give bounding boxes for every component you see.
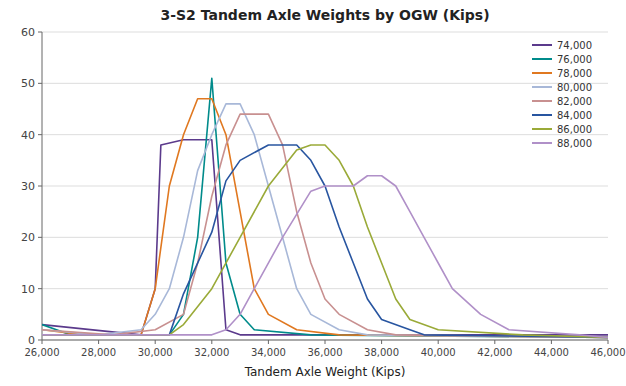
legend-label: 88,000 — [557, 138, 592, 149]
x-tick — [155, 340, 156, 344]
y-tick-label: 60 — [21, 26, 35, 39]
series-line — [42, 145, 608, 338]
series-line — [42, 140, 608, 335]
legend-swatch — [532, 114, 552, 116]
x-tick-label: 28,000 — [81, 347, 116, 358]
x-tick-label: 30,000 — [138, 347, 173, 358]
y-tick-label: 10 — [21, 283, 35, 296]
series-line — [42, 104, 608, 338]
x-tick — [381, 340, 382, 344]
y-tick-label: 50 — [21, 77, 35, 90]
y-axis — [42, 32, 43, 340]
grid-line — [42, 83, 608, 84]
grid-line — [42, 237, 608, 238]
series-line — [42, 78, 608, 337]
x-tick-label: 36,000 — [308, 347, 343, 358]
series-line — [42, 145, 608, 338]
y-tick — [38, 134, 42, 135]
y-tick-label: 30 — [21, 180, 35, 193]
legend-swatch — [532, 100, 552, 102]
grid-line — [42, 32, 608, 33]
axes: 0 10 20 30 40 50 60 26,000 28,000 30,000 32,000 34,… — [21, 26, 626, 358]
x-tick-label: 40,000 — [421, 347, 456, 358]
x-tick — [608, 340, 609, 344]
series-line — [42, 99, 608, 338]
x-tick — [551, 340, 552, 344]
x-tick-label: 46,000 — [591, 347, 626, 358]
legend: 74,000 76,000 78,000 80,000 82,000 84,000 86,0… — [532, 40, 592, 149]
legend-label: 74,000 — [557, 40, 592, 51]
title: 3-S2 Tandem Axle Weights by OGW (Kips) — [160, 7, 489, 23]
x-tick — [42, 340, 43, 344]
y-tick — [38, 32, 42, 33]
series-line — [42, 114, 608, 337]
x-tick-label: 42,000 — [477, 347, 512, 358]
legend-swatch — [532, 58, 552, 60]
grid-line — [42, 340, 608, 341]
x-tick — [438, 340, 439, 344]
y-tick-label: 40 — [21, 129, 35, 142]
x-tick-label: 38,000 — [364, 347, 399, 358]
legend-swatch — [532, 72, 552, 74]
x-tick-label: 26,000 — [25, 347, 60, 358]
x-tick — [268, 340, 269, 344]
y-tick — [38, 237, 42, 238]
y-tick — [38, 186, 42, 187]
legend-label: 76,000 — [557, 54, 592, 65]
legend-swatch — [532, 86, 552, 88]
x-tick — [494, 340, 495, 344]
x-axis — [42, 340, 608, 341]
y-tick-label: 20 — [21, 231, 35, 244]
y-tick — [38, 288, 42, 289]
legend-label: 82,000 — [557, 96, 592, 107]
background — [0, 0, 626, 386]
x-tick-label: 44,000 — [534, 347, 569, 358]
grid-line — [42, 134, 608, 135]
legend-swatch — [532, 44, 552, 46]
legend-label: 78,000 — [557, 68, 592, 79]
x-tick-label: 34,000 — [251, 347, 286, 358]
series-line — [42, 176, 608, 338]
legend-label: 86,000 — [557, 124, 592, 135]
legend-label: 84,000 — [557, 110, 592, 121]
x-tick-label: 32,000 — [194, 347, 229, 358]
chart: 3-S2 Tandem Axle Weights by OGW (Kips) 0 1… — [0, 0, 626, 386]
grid — [42, 32, 608, 340]
x-tick — [325, 340, 326, 344]
legend-swatch — [532, 142, 552, 144]
x-tick — [98, 340, 99, 344]
y-tick — [38, 83, 42, 84]
y-tick-label: 0 — [28, 334, 35, 347]
x-tick — [211, 340, 212, 344]
legend-swatch — [532, 128, 552, 130]
y-tick — [38, 340, 42, 341]
series-lines — [42, 78, 608, 337]
legend-label: 80,000 — [557, 82, 592, 93]
x-axis-label: Tandem Axle Weight (Kips) — [244, 365, 406, 379]
grid-line — [42, 288, 608, 289]
